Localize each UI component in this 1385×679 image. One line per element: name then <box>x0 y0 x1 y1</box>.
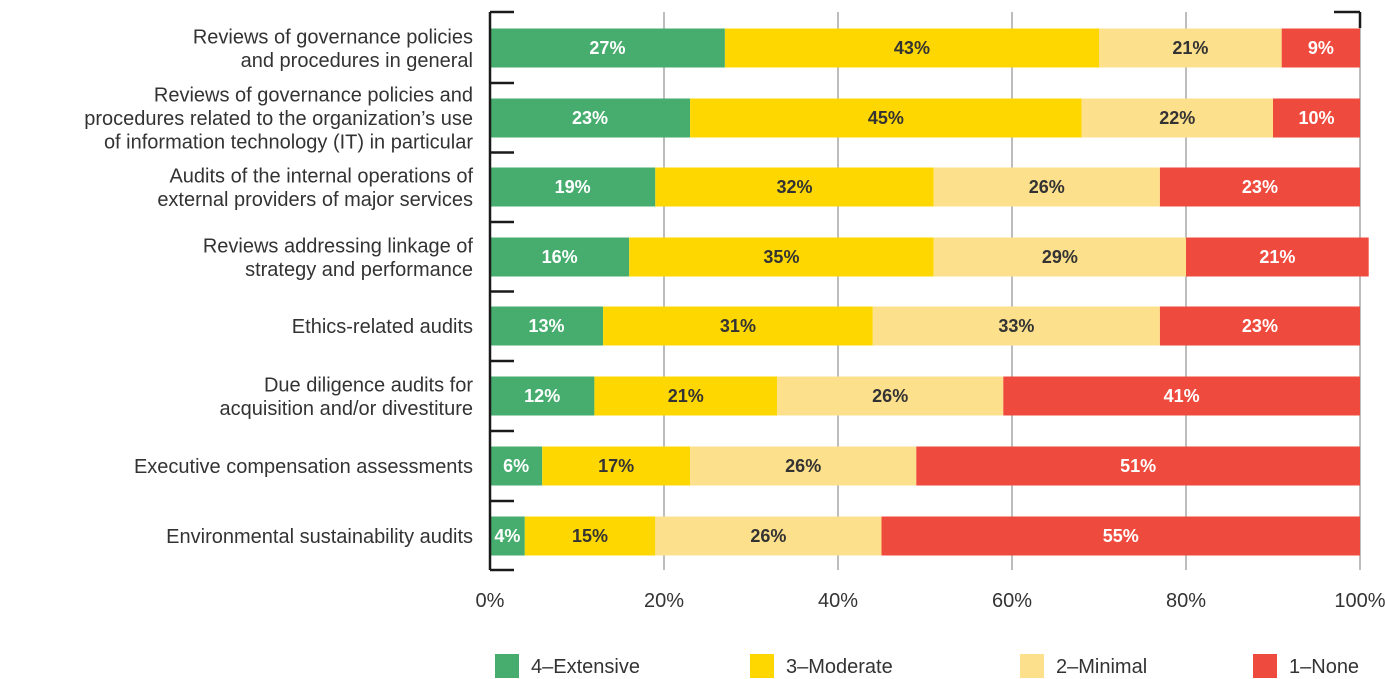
bar-segment <box>1003 376 1360 416</box>
data-label: 29% <box>1042 247 1078 267</box>
legend-label: 2–Minimal <box>1056 656 1147 678</box>
x-tick-label: 0% <box>476 590 505 612</box>
category-label: and procedures in general <box>241 50 473 72</box>
data-label: 26% <box>1029 177 1065 197</box>
bar-segment <box>1273 98 1360 138</box>
data-label: 23% <box>1242 177 1278 197</box>
legend-swatch <box>1020 654 1044 678</box>
category-label: Environmental sustainability audits <box>166 526 473 548</box>
bar-segment <box>933 167 1160 207</box>
data-label: 4% <box>494 526 520 546</box>
data-label: 51% <box>1120 456 1156 476</box>
legend-label: 4–Extensive <box>531 656 640 678</box>
bar-segment <box>933 237 1186 277</box>
bar-segment <box>490 446 543 486</box>
category-label: strategy and performance <box>245 259 473 281</box>
category-label: Reviews of governance policies and <box>154 85 473 107</box>
bar-segment <box>490 376 595 416</box>
bar-segment <box>724 28 1099 68</box>
data-label: 31% <box>720 316 756 336</box>
bar-segment <box>490 28 725 68</box>
bar-segment <box>603 306 873 346</box>
data-label: 41% <box>1164 386 1200 406</box>
bar-segment <box>881 516 1360 556</box>
category-label: Reviews addressing linkage of <box>203 235 474 257</box>
data-label: 26% <box>872 386 908 406</box>
data-label: 27% <box>589 38 625 58</box>
data-label: 23% <box>1242 316 1278 336</box>
bar-segment <box>690 446 917 486</box>
bar-segment <box>655 516 882 556</box>
data-label: 15% <box>572 526 608 546</box>
data-label: 32% <box>776 177 812 197</box>
x-tick-label: 60% <box>992 590 1032 612</box>
gridlines <box>663 12 1361 570</box>
x-tick-label: 40% <box>818 590 858 612</box>
bar-segment <box>777 376 1004 416</box>
data-label: 10% <box>1298 108 1334 128</box>
legend-swatch <box>1253 654 1277 678</box>
x-tick-label: 100% <box>1334 590 1385 612</box>
data-label: 22% <box>1159 108 1195 128</box>
category-label: Ethics-related audits <box>292 316 473 338</box>
data-label: 12% <box>524 386 560 406</box>
bar-segment <box>490 237 630 277</box>
data-label: 43% <box>894 38 930 58</box>
legend-swatch <box>495 654 519 678</box>
data-label: 35% <box>763 247 799 267</box>
category-label: Audits of the internal operations of <box>169 165 473 187</box>
x-tick-label: 80% <box>1166 590 1206 612</box>
data-label: 23% <box>572 108 608 128</box>
category-label: Reviews of governance policies <box>193 26 473 48</box>
data-label: 9% <box>1308 38 1334 58</box>
x-tick-labels: 0% 20% 40% 60% 80% 100% <box>476 590 1385 612</box>
legend-swatch <box>750 654 774 678</box>
category-label: Executive compensation assessments <box>134 456 473 478</box>
category-label: external providers of major services <box>157 189 473 211</box>
data-label: 6% <box>503 456 529 476</box>
bar-segment <box>490 98 691 138</box>
bar-segment <box>524 516 656 556</box>
x-tick-label: 20% <box>644 590 684 612</box>
axes <box>488 10 1362 572</box>
data-label: 21% <box>1172 38 1208 58</box>
bar-segment <box>1159 306 1360 346</box>
bar-segment <box>1281 28 1360 68</box>
data-label: 45% <box>868 108 904 128</box>
data-label: 16% <box>542 247 578 267</box>
category-label: acquisition and/or divestiture <box>220 398 473 420</box>
data-label: 21% <box>668 386 704 406</box>
data-label: 33% <box>998 316 1034 336</box>
data-label: 19% <box>555 177 591 197</box>
bars: 27% 43% 21% 9% 23% 45% 22% 10% 19% 32% 26% 23% 16% 35… <box>490 28 1369 556</box>
data-label: 55% <box>1103 526 1139 546</box>
legend: 4–Extensive 3–Moderate 2–Minimal 1–None <box>495 654 1359 678</box>
bar-segment <box>490 516 525 556</box>
bar-segment <box>594 376 778 416</box>
bar-segment <box>1159 167 1360 207</box>
data-label: 26% <box>750 526 786 546</box>
bar-segment <box>690 98 1082 138</box>
category-label: of information technology (IT) in partic… <box>104 132 473 154</box>
bar-segment <box>1099 28 1282 68</box>
category-label: procedures related to the organization’s… <box>84 108 473 130</box>
bar-segment <box>655 167 934 207</box>
bar-segment <box>490 167 656 207</box>
data-label: 26% <box>785 456 821 476</box>
data-label: 17% <box>598 456 634 476</box>
bar-segment <box>542 446 691 486</box>
bar-segment <box>872 306 1160 346</box>
bar-segment <box>490 306 604 346</box>
bar-segment <box>629 237 934 277</box>
bar-segment <box>1081 98 1273 138</box>
data-label: 13% <box>529 316 565 336</box>
legend-label: 1–None <box>1289 656 1359 678</box>
bar-segment <box>1186 237 1369 277</box>
data-label: 21% <box>1259 247 1295 267</box>
category-label: Due diligence audits for <box>264 374 473 396</box>
bar-segment <box>916 446 1360 486</box>
legend-label: 3–Moderate <box>786 656 893 678</box>
